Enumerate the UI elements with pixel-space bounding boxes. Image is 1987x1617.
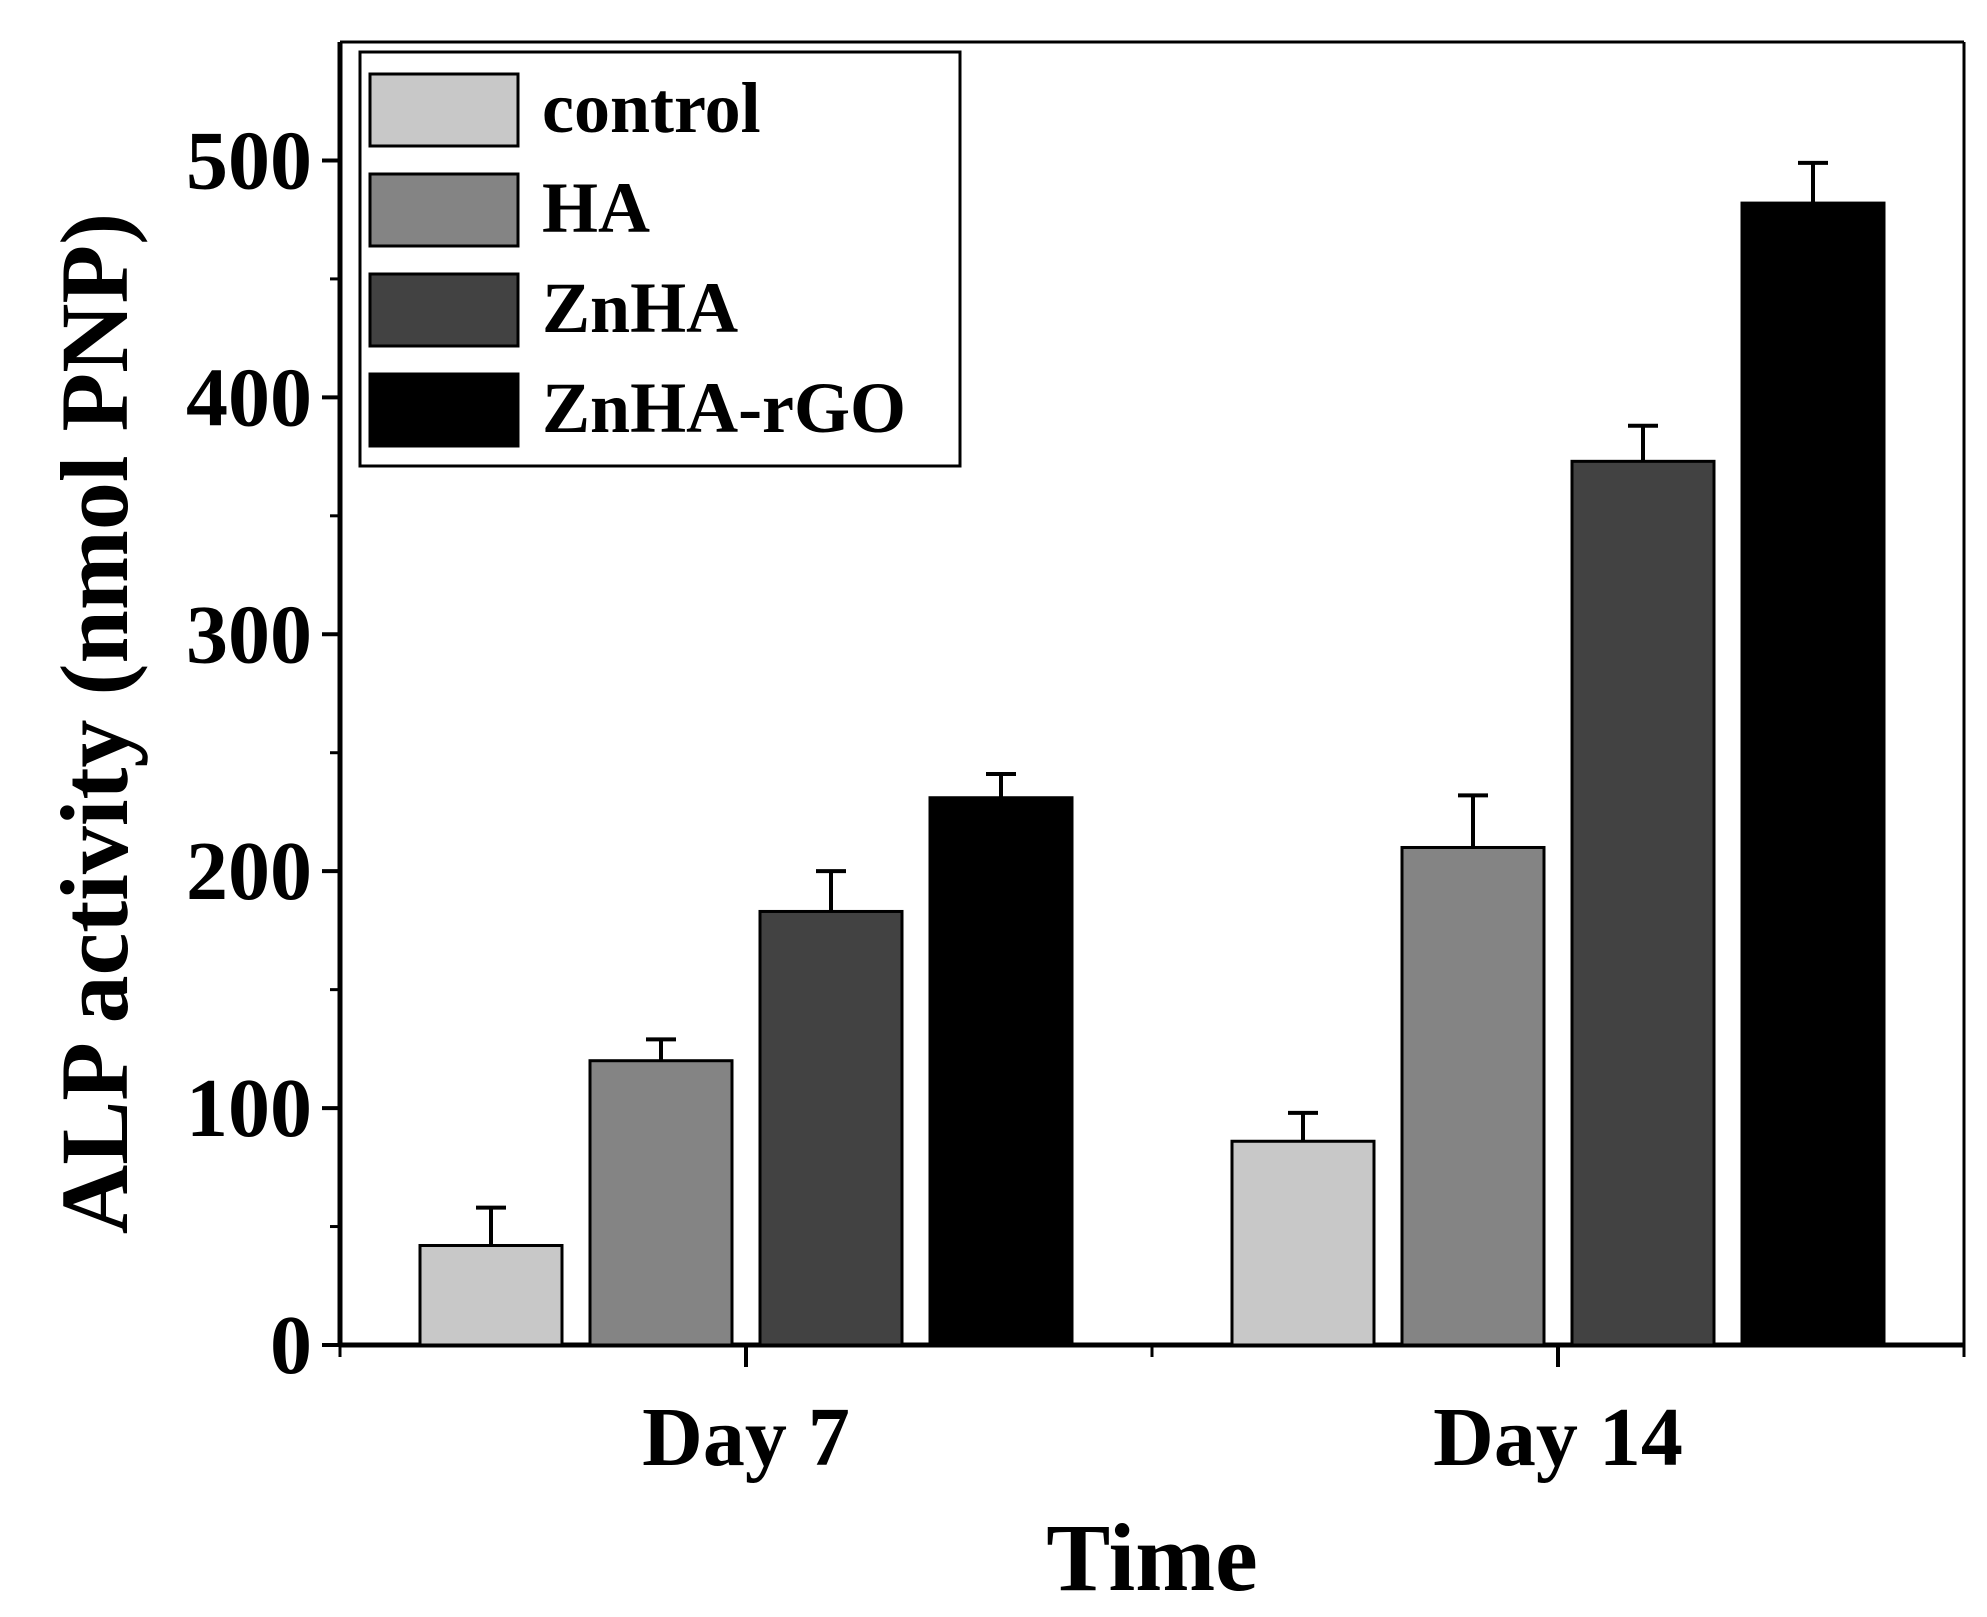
- legend-swatch: [368, 72, 520, 148]
- legend-swatch: [368, 372, 520, 448]
- y-tick-label: 0: [270, 1299, 312, 1392]
- y-tick-label: 300: [186, 588, 312, 681]
- bar-znha-rgo-day-14: [1740, 201, 1886, 1347]
- bar-ha-day-14: [1400, 845, 1546, 1347]
- legend-label: HA: [542, 168, 650, 248]
- y-tick-label: 200: [186, 825, 312, 918]
- y-tick-label: 100: [186, 1062, 312, 1155]
- bar-znha-day-7: [758, 909, 904, 1347]
- y-axis-ticks: 0 100 200 300 400 500: [186, 114, 340, 1392]
- bars: [418, 160, 1886, 1347]
- x-tick-label: Day 14: [1433, 1391, 1683, 1484]
- legend-swatch: [368, 172, 520, 248]
- legend-swatch: [368, 272, 520, 348]
- y-tick-label: 500: [186, 114, 312, 207]
- y-axis-title: ALP activity (nmol PNP): [41, 213, 148, 1234]
- x-tick-label: Day 7: [642, 1391, 850, 1484]
- x-axis-ticks: Day 7 Day 14: [338, 1345, 1966, 1484]
- legend-label: ZnHA: [542, 268, 738, 348]
- bar-control-day-7: [418, 1243, 564, 1347]
- legend-label: ZnHA-rGO: [542, 368, 906, 448]
- bar-control-day-14: [1230, 1139, 1376, 1347]
- bar-znha-rgo-day-7: [928, 796, 1074, 1347]
- x-axis-title: Time: [1046, 1504, 1258, 1611]
- bar-znha-day-14: [1570, 459, 1716, 1347]
- bar-ha-day-7: [588, 1059, 734, 1347]
- legend: control HA ZnHA ZnHA-rGO: [358, 50, 962, 468]
- legend-label: control: [542, 68, 761, 148]
- y-tick-label: 400: [186, 351, 312, 444]
